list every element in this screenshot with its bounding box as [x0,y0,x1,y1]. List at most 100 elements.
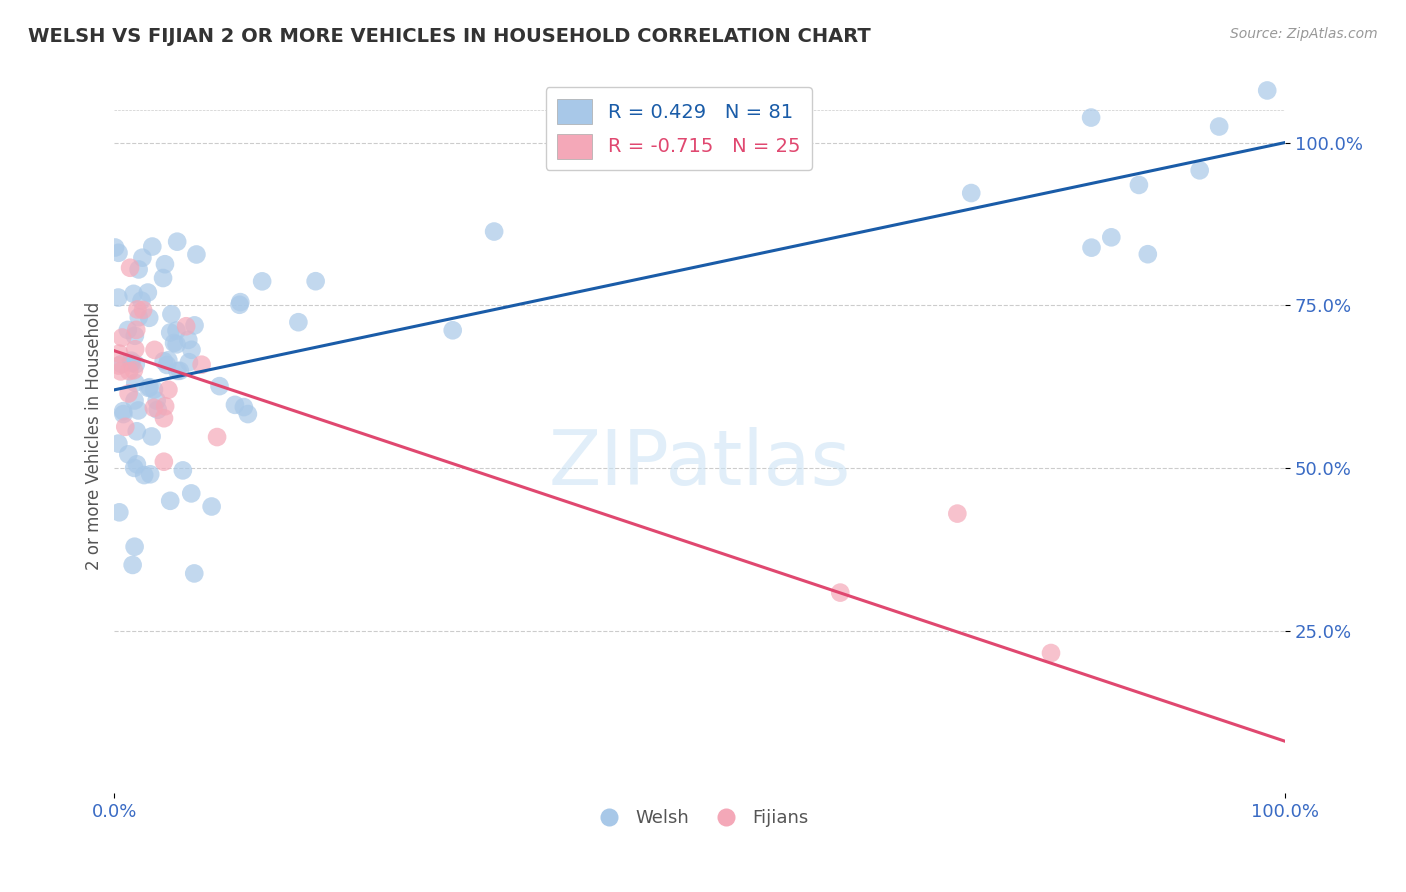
Point [205,430,228,444]
Point [146,402,169,417]
Point [201,500,224,514]
Point [136,285,159,300]
Point [139,467,162,482]
Point [125,323,148,337]
Point [1040,646,1063,660]
Point [117,386,139,401]
Point [122,461,145,475]
Point [232,400,254,414]
Point [172,463,194,477]
Point [159,326,181,340]
Point [127,302,149,317]
Point [120,353,142,368]
Point [153,411,176,425]
Point [124,540,146,554]
Point [111,330,134,344]
Point [1099,230,1122,244]
Point [117,323,139,337]
Point [1208,120,1230,134]
Point [183,566,205,581]
Point [166,235,188,249]
Point [112,407,135,421]
Point [1188,163,1211,178]
Point [153,399,176,413]
Point [138,381,160,395]
Point [143,383,166,397]
Point [166,337,188,351]
Point [190,358,212,372]
Point [124,343,146,357]
Point [1256,83,1278,97]
Point [124,328,146,343]
Point [482,225,505,239]
Point [1128,178,1150,192]
Point [163,335,186,350]
Point [108,505,131,519]
Point [1080,111,1102,125]
Point [127,403,149,417]
Point [121,558,143,572]
Text: WELSH VS FIJIAN 2 OR MORE VEHICLES IN HOUSEHOLD CORRELATION CHART: WELSH VS FIJIAN 2 OR MORE VEHICLES IN HO… [28,27,870,45]
Point [174,319,197,334]
Point [830,585,852,599]
Point [107,359,129,373]
Point [224,398,246,412]
Point [108,346,131,360]
Point [228,298,250,312]
Point [107,436,129,450]
Point [177,333,200,347]
Point [110,364,132,378]
Point [1080,241,1102,255]
Point [304,274,326,288]
Point [125,457,148,471]
Point [157,383,180,397]
Point [145,393,167,408]
Point [180,486,202,500]
Point [114,420,136,434]
Point [118,364,141,378]
Point [287,315,309,329]
Point [177,355,200,369]
Point [186,247,208,261]
Point [131,251,153,265]
Point [153,455,176,469]
Point [142,401,165,415]
Point [132,302,155,317]
Point [166,324,188,338]
Point [229,295,252,310]
Point [125,424,148,438]
Point [141,429,163,443]
Point [153,257,176,271]
Point [141,239,163,253]
Point [131,293,153,308]
Point [125,357,148,371]
Point [104,240,127,254]
Point [128,310,150,325]
Point [180,343,202,357]
Point [120,260,142,275]
Point [159,493,181,508]
Point [112,404,135,418]
Point [117,447,139,461]
Point [250,274,273,288]
Point [960,186,983,200]
Point [946,507,969,521]
Point [236,407,259,421]
Point [124,393,146,408]
Point [124,376,146,390]
Point [160,307,183,321]
Point [157,353,180,368]
Point [128,262,150,277]
Point [122,286,145,301]
Point [441,323,464,337]
Point [121,356,143,370]
Point [107,291,129,305]
Point [208,379,231,393]
Point [1136,247,1159,261]
Point [122,363,145,377]
Point [134,468,156,483]
Text: ZIPatlas: ZIPatlas [548,427,851,501]
Point [107,245,129,260]
Point [152,271,174,285]
Text: Source: ZipAtlas.com: Source: ZipAtlas.com [1230,27,1378,41]
